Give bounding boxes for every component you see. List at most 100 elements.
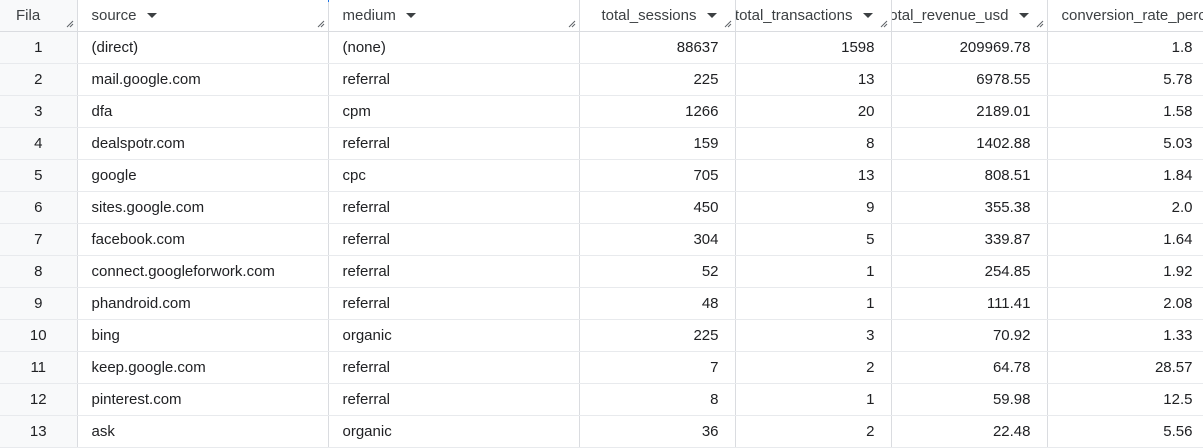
cell-source[interactable]: phandroid.com — [77, 288, 328, 320]
sort-caret-icon[interactable] — [863, 13, 873, 18]
column-resize-handle-icon[interactable] — [880, 20, 888, 28]
header-conversion-rate[interactable]: conversion_rate_perc — [1047, 0, 1203, 32]
sort-caret-icon[interactable] — [1019, 13, 1029, 18]
cell-total-revenue-usd[interactable]: 1402.88 — [891, 128, 1047, 160]
cell-total-transactions[interactable]: 3 — [735, 320, 891, 352]
header-total-sessions[interactable]: total_sessions — [579, 0, 735, 32]
cell-medium[interactable]: referral — [328, 288, 579, 320]
cell-conversion-rate[interactable]: 2.0 — [1047, 192, 1203, 224]
cell-conversion-rate[interactable]: 28.57 — [1047, 352, 1203, 384]
cell-total-transactions[interactable]: 2 — [735, 352, 891, 384]
cell-total-revenue-usd[interactable]: 22.48 — [891, 416, 1047, 448]
cell-conversion-rate[interactable]: 1.8 — [1047, 32, 1203, 64]
row-number[interactable]: 10 — [0, 320, 77, 352]
header-medium[interactable]: medium — [328, 0, 579, 32]
cell-conversion-rate[interactable]: 5.56 — [1047, 416, 1203, 448]
cell-total-revenue-usd[interactable]: 254.85 — [891, 256, 1047, 288]
cell-total-transactions[interactable]: 1598 — [735, 32, 891, 64]
cell-source[interactable]: google — [77, 160, 328, 192]
cell-source[interactable]: mail.google.com — [77, 64, 328, 96]
cell-conversion-rate[interactable]: 1.84 — [1047, 160, 1203, 192]
cell-total-revenue-usd[interactable]: 111.41 — [891, 288, 1047, 320]
header-source[interactable]: source — [77, 0, 328, 32]
cell-source[interactable]: facebook.com — [77, 224, 328, 256]
cell-source[interactable]: ask — [77, 416, 328, 448]
cell-total-sessions[interactable]: 48 — [579, 288, 735, 320]
cell-medium[interactable]: organic — [328, 320, 579, 352]
cell-total-sessions[interactable]: 52 — [579, 256, 735, 288]
sort-caret-icon[interactable] — [406, 13, 416, 18]
row-number[interactable]: 3 — [0, 96, 77, 128]
cell-source[interactable]: keep.google.com — [77, 352, 328, 384]
row-number[interactable]: 7 — [0, 224, 77, 256]
row-number[interactable]: 13 — [0, 416, 77, 448]
cell-total-revenue-usd[interactable]: 2189.01 — [891, 96, 1047, 128]
cell-total-transactions[interactable]: 2 — [735, 416, 891, 448]
cell-source[interactable]: dfa — [77, 96, 328, 128]
cell-conversion-rate[interactable]: 5.78 — [1047, 64, 1203, 96]
cell-total-revenue-usd[interactable]: 64.78 — [891, 352, 1047, 384]
cell-source[interactable]: sites.google.com — [77, 192, 328, 224]
row-number[interactable]: 8 — [0, 256, 77, 288]
cell-medium[interactable]: referral — [328, 352, 579, 384]
cell-conversion-rate[interactable]: 1.92 — [1047, 256, 1203, 288]
cell-total-sessions[interactable]: 304 — [579, 224, 735, 256]
cell-medium[interactable]: referral — [328, 64, 579, 96]
cell-conversion-rate[interactable]: 5.03 — [1047, 128, 1203, 160]
cell-total-transactions[interactable]: 20 — [735, 96, 891, 128]
cell-total-revenue-usd[interactable]: 339.87 — [891, 224, 1047, 256]
column-resize-handle-icon[interactable] — [66, 20, 74, 28]
cell-total-sessions[interactable]: 159 — [579, 128, 735, 160]
cell-total-transactions[interactable]: 1 — [735, 256, 891, 288]
cell-total-sessions[interactable]: 8 — [579, 384, 735, 416]
row-number[interactable]: 6 — [0, 192, 77, 224]
cell-total-sessions[interactable]: 450 — [579, 192, 735, 224]
cell-medium[interactable]: cpm — [328, 96, 579, 128]
cell-conversion-rate[interactable]: 1.33 — [1047, 320, 1203, 352]
cell-total-sessions[interactable]: 705 — [579, 160, 735, 192]
cell-total-sessions[interactable]: 225 — [579, 320, 735, 352]
cell-source[interactable]: connect.googleforwork.com — [77, 256, 328, 288]
cell-total-transactions[interactable]: 13 — [735, 64, 891, 96]
cell-source[interactable]: dealspotr.com — [77, 128, 328, 160]
cell-total-revenue-usd[interactable]: 6978.55 — [891, 64, 1047, 96]
cell-total-sessions[interactable]: 225 — [579, 64, 735, 96]
cell-total-revenue-usd[interactable]: 70.92 — [891, 320, 1047, 352]
sort-caret-icon[interactable] — [147, 13, 157, 18]
cell-total-revenue-usd[interactable]: 59.98 — [891, 384, 1047, 416]
column-resize-handle-icon[interactable] — [317, 20, 325, 28]
row-number[interactable]: 9 — [0, 288, 77, 320]
column-resize-handle-icon[interactable] — [724, 20, 732, 28]
cell-total-sessions[interactable]: 1266 — [579, 96, 735, 128]
cell-medium[interactable]: referral — [328, 192, 579, 224]
header-total-revenue-usd[interactable]: total_revenue_usd — [891, 0, 1047, 32]
row-number[interactable]: 4 — [0, 128, 77, 160]
cell-total-transactions[interactable]: 13 — [735, 160, 891, 192]
cell-source[interactable]: (direct) — [77, 32, 328, 64]
row-number[interactable]: 5 — [0, 160, 77, 192]
cell-medium[interactable]: referral — [328, 256, 579, 288]
cell-total-sessions[interactable]: 36 — [579, 416, 735, 448]
row-number[interactable]: 11 — [0, 352, 77, 384]
cell-conversion-rate[interactable]: 12.5 — [1047, 384, 1203, 416]
cell-medium[interactable]: (none) — [328, 32, 579, 64]
cell-total-revenue-usd[interactable]: 209969.78 — [891, 32, 1047, 64]
cell-total-sessions[interactable]: 88637 — [579, 32, 735, 64]
cell-total-revenue-usd[interactable]: 355.38 — [891, 192, 1047, 224]
cell-source[interactable]: bing — [77, 320, 328, 352]
cell-conversion-rate[interactable]: 2.08 — [1047, 288, 1203, 320]
cell-total-transactions[interactable]: 5 — [735, 224, 891, 256]
